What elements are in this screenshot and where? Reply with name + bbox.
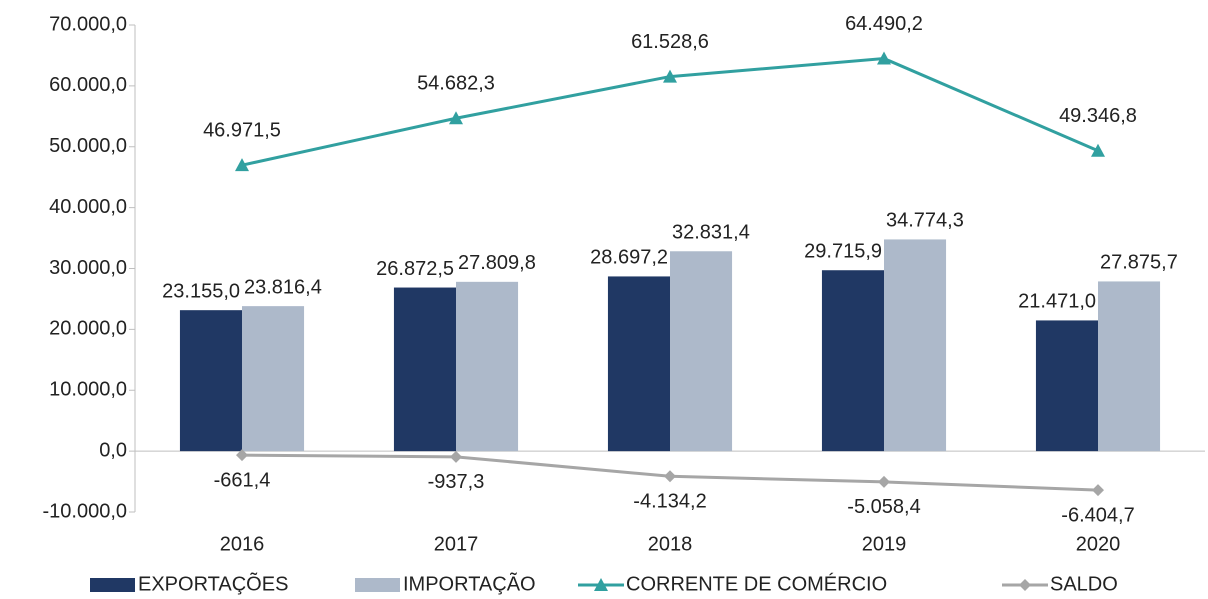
- data-label: 26.872,5: [376, 258, 454, 280]
- bar: [242, 306, 305, 452]
- data-label: 64.490,2: [845, 13, 923, 35]
- legend-label: CORRENTE DE COMÉRCIO: [626, 572, 887, 595]
- legend-swatch: [355, 578, 400, 592]
- bar: [884, 239, 947, 452]
- bar: [179, 310, 242, 452]
- bar: [393, 287, 456, 452]
- data-label: -937,3: [428, 471, 485, 493]
- data-label: 29.715,9: [804, 241, 882, 263]
- legend-marker: [594, 578, 608, 591]
- data-label: 61.528,6: [631, 31, 709, 53]
- data-label: 23.816,4: [244, 276, 322, 298]
- y-tick-label: 0,0: [99, 439, 127, 461]
- x-tick-label: 2019: [862, 533, 907, 555]
- data-label: -5.058,4: [847, 496, 920, 518]
- line-marker: [877, 51, 891, 65]
- bar: [821, 270, 884, 452]
- y-tick-label: 10.000,0: [49, 379, 127, 401]
- line-marker: [878, 475, 890, 488]
- legend-label: IMPORTAÇÃO: [403, 571, 536, 595]
- data-label: 54.682,3: [417, 73, 495, 95]
- bar: [607, 276, 670, 452]
- line-marker: [236, 449, 248, 462]
- data-label: 21.471,0: [1018, 291, 1096, 313]
- line-marker: [664, 470, 676, 483]
- y-tick-label: 30.000,0: [49, 257, 127, 279]
- y-tick-label: 50.000,0: [49, 135, 127, 157]
- data-label: -4.134,2: [633, 491, 706, 513]
- y-tick-label: 40.000,0: [49, 196, 127, 218]
- y-tick-label: 60.000,0: [49, 74, 127, 96]
- data-label: 28.697,2: [590, 247, 668, 269]
- data-label: 27.809,8: [458, 252, 536, 274]
- bar: [1035, 320, 1098, 452]
- data-label: -6.404,7: [1061, 504, 1134, 526]
- data-label: 49.346,8: [1059, 105, 1137, 127]
- legend-swatch: [90, 578, 135, 592]
- bar: [456, 281, 519, 452]
- legend-label: SALDO: [1050, 573, 1118, 595]
- data-label: 27.875,7: [1100, 252, 1178, 274]
- y-tick-label: 20.000,0: [49, 318, 127, 340]
- data-label: 23.155,0: [162, 280, 240, 302]
- line-marker: [235, 158, 249, 172]
- x-tick-label: 2016: [220, 533, 265, 555]
- legend-label: EXPORTAÇÕES: [138, 571, 288, 595]
- x-tick-label: 2017: [434, 533, 479, 555]
- legend-marker: [1019, 579, 1031, 591]
- y-tick-label: -10.000,0: [42, 500, 127, 522]
- line-marker: [1092, 484, 1104, 497]
- bar: [670, 251, 733, 452]
- y-tick-label: 70.000,0: [49, 13, 127, 35]
- x-tick-label: 2018: [648, 533, 693, 555]
- line-marker: [663, 69, 677, 83]
- data-label: 34.774,3: [886, 210, 964, 232]
- bar: [1098, 281, 1161, 452]
- x-tick-label: 2020: [1076, 533, 1121, 555]
- line-marker: [449, 111, 463, 125]
- line-marker: [450, 450, 462, 463]
- data-label: 46.971,5: [203, 119, 281, 141]
- data-label: 32.831,4: [672, 222, 750, 244]
- data-label: -661,4: [214, 469, 271, 491]
- line-marker: [1091, 143, 1105, 157]
